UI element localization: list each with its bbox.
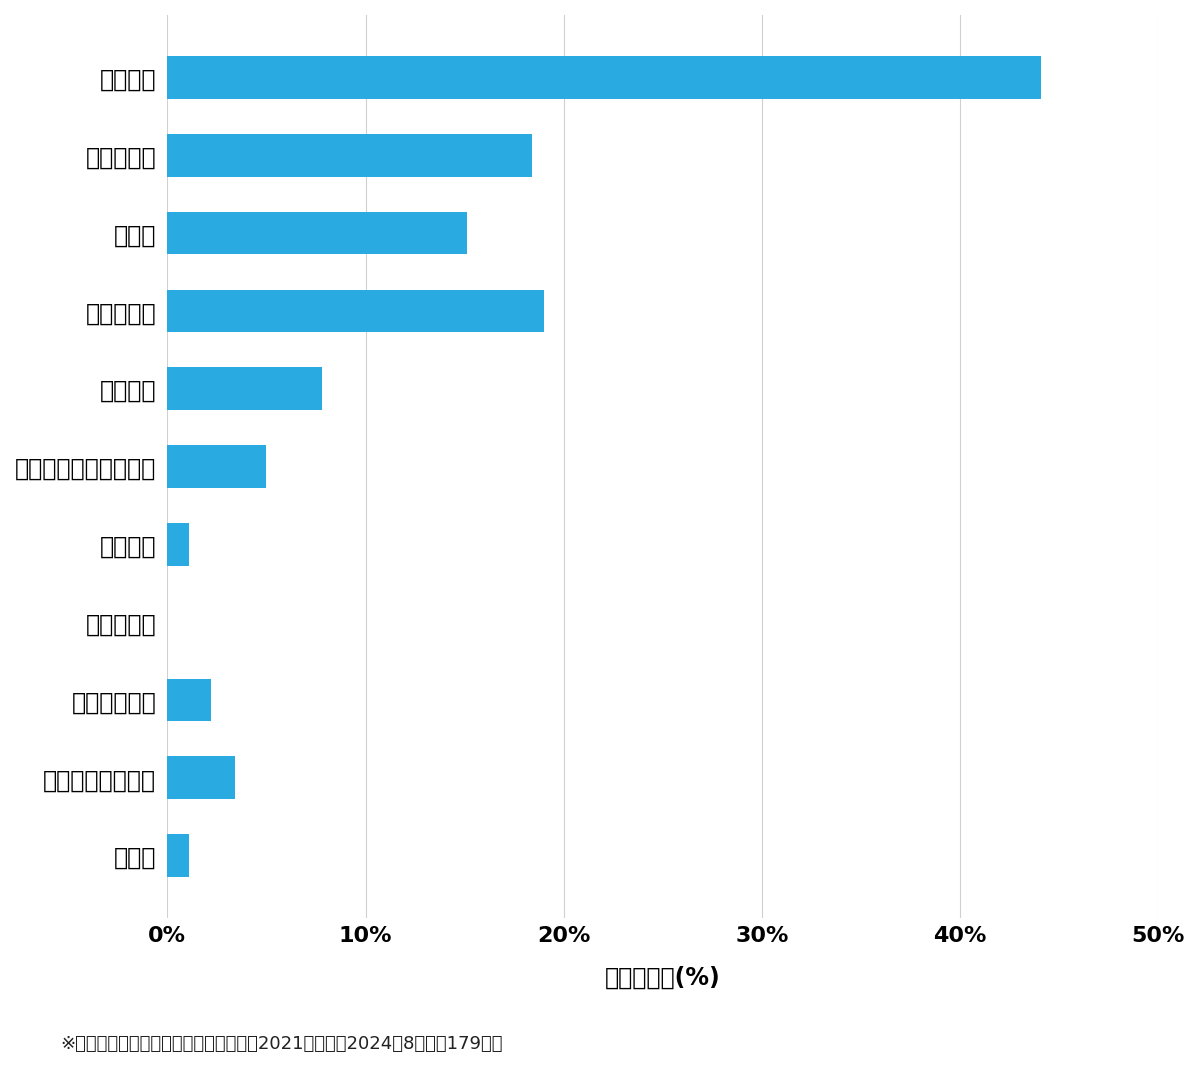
Bar [167, 368, 322, 410]
Bar [167, 834, 190, 877]
X-axis label: 件数の割合(%): 件数の割合(%) [605, 966, 721, 990]
Bar [167, 679, 211, 722]
Bar [167, 56, 1042, 98]
Bar [167, 134, 532, 176]
Text: ※弊社受付の案件を対象に集計（期間：2021年１月～2024年8月、計179件）: ※弊社受付の案件を対象に集計（期間：2021年１月～2024年8月、計179件） [60, 1035, 503, 1053]
Bar [167, 212, 467, 254]
Bar [167, 445, 266, 487]
Bar [167, 757, 235, 800]
Bar [167, 290, 544, 332]
Bar [167, 523, 190, 566]
